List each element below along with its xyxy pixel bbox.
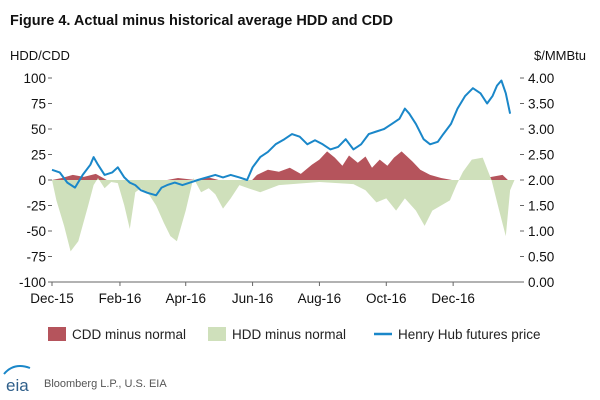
eia-logo-arc bbox=[3, 365, 31, 375]
x-tick-label: Dec-16 bbox=[431, 291, 475, 306]
right-tick-label: 3.50 bbox=[528, 97, 554, 112]
right-tick-label: 2.00 bbox=[528, 173, 554, 188]
left-tick-label: -50 bbox=[26, 224, 46, 239]
right-tick-label: 1.00 bbox=[528, 224, 554, 239]
x-tick-label: Jun-16 bbox=[232, 291, 273, 306]
right-tick-label: 0.50 bbox=[528, 250, 554, 265]
series-area-1 bbox=[52, 157, 515, 252]
left-tick-label: 25 bbox=[31, 148, 46, 163]
left-tick-label: 50 bbox=[31, 122, 46, 137]
x-tick-label: Oct-16 bbox=[366, 291, 407, 306]
right-tick-label: 2.50 bbox=[528, 148, 554, 163]
chart-title: Figure 4. Actual minus historical averag… bbox=[10, 13, 393, 29]
legend-label-cdd: CDD minus normal bbox=[72, 327, 186, 342]
series-area-0 bbox=[52, 151, 508, 185]
series-line-2 bbox=[51, 79, 512, 197]
axis-ticks: 100 75 50 25 0 -25 -50 -75 -100 4.00 3.50 3.00 2.50 2… bbox=[19, 71, 554, 306]
eia-logo: eia bbox=[3, 365, 31, 395]
x-tick-label: Feb-16 bbox=[99, 291, 142, 306]
x-tick-label: Dec-15 bbox=[30, 291, 74, 306]
left-tick-label: 0 bbox=[38, 173, 46, 188]
legend-label-hdd: HDD minus normal bbox=[232, 327, 346, 342]
plot-lines bbox=[51, 79, 512, 197]
left-tick-label: 100 bbox=[23, 71, 46, 86]
right-tick-label: 1.50 bbox=[528, 199, 554, 214]
eia-logo-text: eia bbox=[6, 376, 29, 395]
right-axis-label: $/MMBtu bbox=[534, 48, 586, 63]
right-tick-label: 3.00 bbox=[528, 122, 554, 137]
source-text: Bloomberg L.P., U.S. EIA bbox=[44, 378, 167, 390]
legend-swatch-hdd bbox=[208, 327, 226, 341]
right-tick-label: 0.00 bbox=[528, 275, 554, 290]
left-tick-label: -25 bbox=[26, 199, 46, 214]
left-tick-label: -100 bbox=[19, 275, 46, 290]
left-axis-label: HDD/CDD bbox=[10, 48, 70, 63]
x-tick-label: Apr-16 bbox=[165, 291, 206, 306]
x-tick-label: Aug-16 bbox=[298, 291, 342, 306]
legend-swatch-cdd bbox=[48, 327, 66, 341]
plot-areas bbox=[52, 151, 515, 252]
right-tick-label: 4.00 bbox=[528, 71, 554, 86]
legend-label-henry-hub: Henry Hub futures price bbox=[398, 327, 541, 342]
legend: CDD minus normal HDD minus normal Henry … bbox=[48, 327, 541, 342]
left-tick-label: 75 bbox=[31, 97, 46, 112]
left-tick-label: -75 bbox=[26, 250, 46, 265]
